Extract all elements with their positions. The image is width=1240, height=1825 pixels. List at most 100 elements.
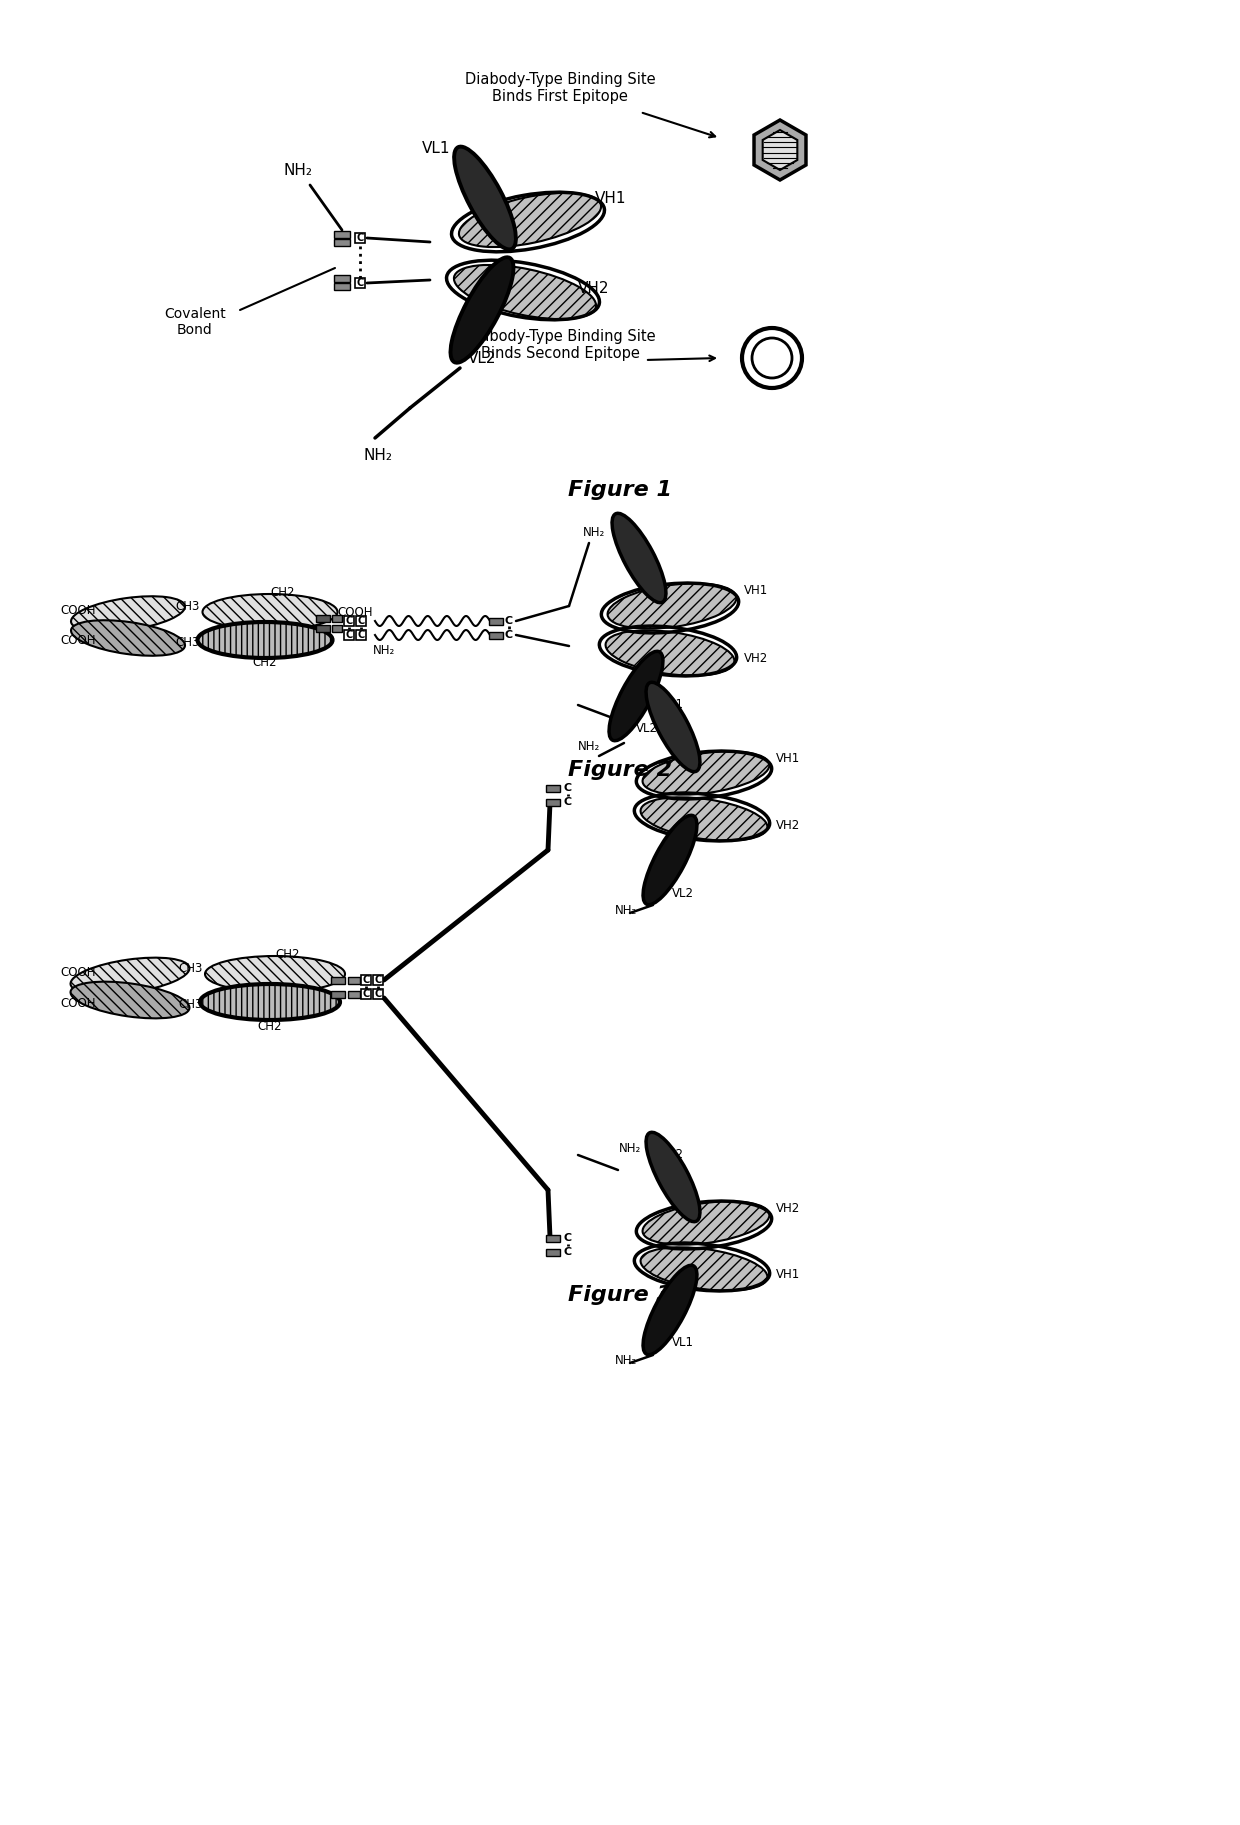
Ellipse shape bbox=[459, 193, 601, 246]
Text: COOH: COOH bbox=[60, 604, 95, 617]
Ellipse shape bbox=[613, 513, 666, 602]
Text: CH2: CH2 bbox=[253, 657, 278, 670]
Text: VL1: VL1 bbox=[672, 1336, 694, 1349]
Bar bbox=[334, 230, 350, 237]
Text: COOH: COOH bbox=[60, 965, 95, 978]
Text: C: C bbox=[356, 277, 363, 288]
Ellipse shape bbox=[642, 752, 770, 794]
Text: C: C bbox=[374, 975, 382, 986]
Circle shape bbox=[742, 328, 802, 389]
Bar bbox=[334, 239, 350, 246]
Ellipse shape bbox=[644, 816, 697, 905]
Text: C: C bbox=[357, 630, 365, 641]
Text: C: C bbox=[564, 1234, 572, 1243]
Text: VL1: VL1 bbox=[626, 533, 649, 546]
Text: VL2: VL2 bbox=[662, 1148, 684, 1161]
Bar bbox=[334, 274, 350, 281]
Text: C: C bbox=[374, 989, 382, 998]
Bar bbox=[361, 989, 371, 998]
Circle shape bbox=[751, 338, 792, 378]
Text: NH₂: NH₂ bbox=[373, 644, 396, 657]
Ellipse shape bbox=[200, 984, 340, 1020]
Polygon shape bbox=[754, 120, 806, 181]
Ellipse shape bbox=[646, 683, 699, 772]
Ellipse shape bbox=[202, 593, 337, 630]
Text: VL1: VL1 bbox=[662, 699, 684, 712]
Text: CH3: CH3 bbox=[179, 998, 202, 1011]
Text: Covalent
Bond: Covalent Bond bbox=[164, 307, 226, 338]
Text: VH1: VH1 bbox=[595, 190, 626, 206]
Text: NH₂: NH₂ bbox=[363, 447, 393, 462]
Bar bbox=[546, 1234, 560, 1241]
Ellipse shape bbox=[197, 622, 332, 659]
Ellipse shape bbox=[71, 620, 185, 655]
Bar bbox=[331, 991, 345, 998]
Ellipse shape bbox=[641, 798, 768, 841]
Text: C: C bbox=[505, 617, 513, 626]
Bar bbox=[546, 785, 560, 792]
Ellipse shape bbox=[644, 1265, 697, 1354]
Bar bbox=[348, 976, 360, 984]
Text: VL2: VL2 bbox=[467, 350, 496, 365]
Ellipse shape bbox=[205, 956, 345, 993]
Text: NH₂: NH₂ bbox=[284, 162, 312, 177]
Text: Figure 3: Figure 3 bbox=[568, 1285, 672, 1305]
Text: COOH: COOH bbox=[60, 996, 95, 1009]
Text: C: C bbox=[564, 783, 572, 794]
Bar bbox=[332, 615, 342, 622]
Text: VH2: VH2 bbox=[776, 818, 800, 832]
Text: VH2: VH2 bbox=[776, 1203, 800, 1215]
Bar bbox=[373, 975, 383, 986]
Ellipse shape bbox=[605, 630, 734, 675]
Text: COOH: COOH bbox=[337, 606, 372, 619]
Bar bbox=[489, 617, 503, 624]
Bar bbox=[373, 989, 383, 998]
Text: Diabody-Type Binding Site
Binds First Epitope: Diabody-Type Binding Site Binds First Ep… bbox=[465, 71, 655, 104]
Text: Figure 2: Figure 2 bbox=[568, 759, 672, 779]
Text: Figure 1: Figure 1 bbox=[568, 480, 672, 500]
Text: C: C bbox=[564, 1246, 572, 1257]
Text: VH2: VH2 bbox=[744, 652, 769, 664]
Bar bbox=[361, 975, 371, 986]
Ellipse shape bbox=[450, 257, 513, 363]
Bar bbox=[489, 631, 503, 639]
Ellipse shape bbox=[641, 1246, 768, 1290]
Text: NH₂: NH₂ bbox=[578, 739, 600, 752]
Ellipse shape bbox=[642, 1201, 770, 1245]
Text: C: C bbox=[346, 630, 352, 641]
Text: C: C bbox=[362, 989, 370, 998]
Ellipse shape bbox=[454, 146, 516, 250]
Text: CH2: CH2 bbox=[275, 947, 300, 960]
Text: VH1: VH1 bbox=[776, 752, 800, 765]
Bar bbox=[355, 277, 365, 288]
Ellipse shape bbox=[646, 1132, 699, 1221]
Ellipse shape bbox=[71, 958, 190, 995]
Bar bbox=[356, 630, 366, 641]
Text: VL2: VL2 bbox=[672, 887, 694, 900]
Text: VL2: VL2 bbox=[636, 721, 658, 734]
Bar bbox=[355, 234, 365, 243]
Text: CH3: CH3 bbox=[175, 599, 200, 613]
Bar bbox=[332, 624, 342, 631]
Bar bbox=[316, 615, 330, 622]
Bar bbox=[331, 976, 345, 984]
Ellipse shape bbox=[454, 265, 596, 319]
Bar bbox=[343, 617, 353, 626]
Bar bbox=[316, 624, 330, 631]
Text: CH2: CH2 bbox=[258, 1020, 283, 1033]
Text: CH2: CH2 bbox=[270, 586, 295, 599]
Text: C: C bbox=[356, 234, 363, 243]
Text: NH₂: NH₂ bbox=[619, 692, 641, 706]
Text: VH1: VH1 bbox=[744, 584, 769, 597]
Text: NH₂: NH₂ bbox=[619, 1142, 641, 1155]
Ellipse shape bbox=[609, 652, 663, 741]
Polygon shape bbox=[763, 130, 797, 170]
Bar bbox=[356, 617, 366, 626]
Ellipse shape bbox=[71, 982, 190, 1018]
Text: VL1: VL1 bbox=[422, 141, 450, 155]
Text: VH2: VH2 bbox=[578, 281, 610, 296]
Text: Diabody-Type Binding Site
Binds Second Epitope: Diabody-Type Binding Site Binds Second E… bbox=[465, 328, 655, 361]
Bar bbox=[343, 630, 353, 641]
Text: C: C bbox=[564, 798, 572, 807]
Ellipse shape bbox=[71, 597, 185, 631]
